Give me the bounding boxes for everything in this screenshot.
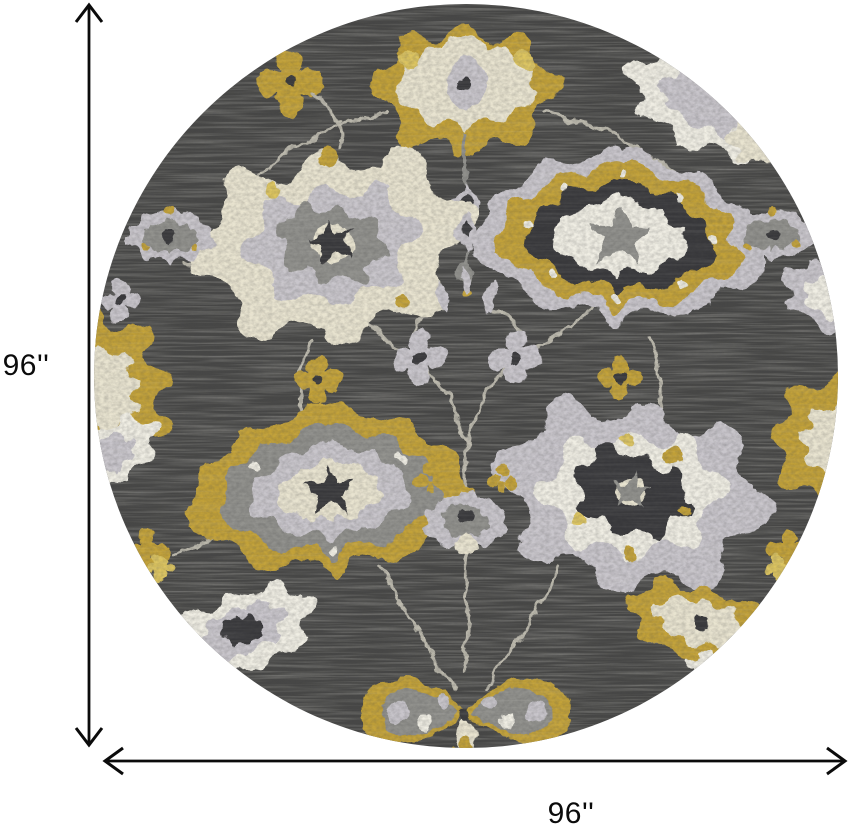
rug-photo <box>94 4 838 748</box>
arrow-left-icon <box>102 746 124 776</box>
arrow-down-icon <box>74 727 104 748</box>
height-dimension-arrow <box>74 2 104 748</box>
arrow-right-icon <box>826 746 848 776</box>
width-dimension-arrow <box>102 746 848 776</box>
width-label: 96'' <box>547 797 595 830</box>
height-label: 96'' <box>2 349 50 382</box>
arrow-up-icon <box>74 2 104 23</box>
